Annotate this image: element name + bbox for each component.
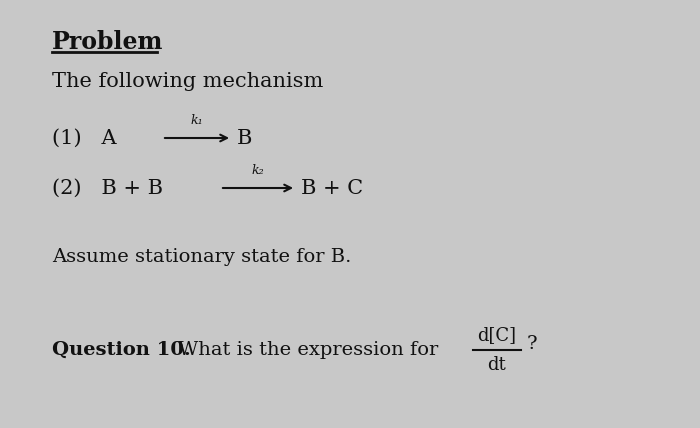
Text: Question 10.: Question 10. <box>52 341 190 359</box>
Text: B: B <box>237 128 253 148</box>
Text: The following mechanism: The following mechanism <box>52 72 323 91</box>
Text: What is the expression for: What is the expression for <box>172 341 444 359</box>
Text: (2)   B + B: (2) B + B <box>52 178 163 197</box>
Text: Assume stationary state for B.: Assume stationary state for B. <box>52 248 351 266</box>
Text: d[C]: d[C] <box>477 326 517 344</box>
Text: ?: ? <box>527 335 538 353</box>
Text: Problem: Problem <box>52 30 163 54</box>
Text: B + C: B + C <box>301 178 363 197</box>
Text: dt: dt <box>488 356 506 374</box>
Text: (1)   A: (1) A <box>52 128 117 148</box>
Text: k₂: k₂ <box>252 164 265 177</box>
Text: k₁: k₁ <box>190 114 203 127</box>
